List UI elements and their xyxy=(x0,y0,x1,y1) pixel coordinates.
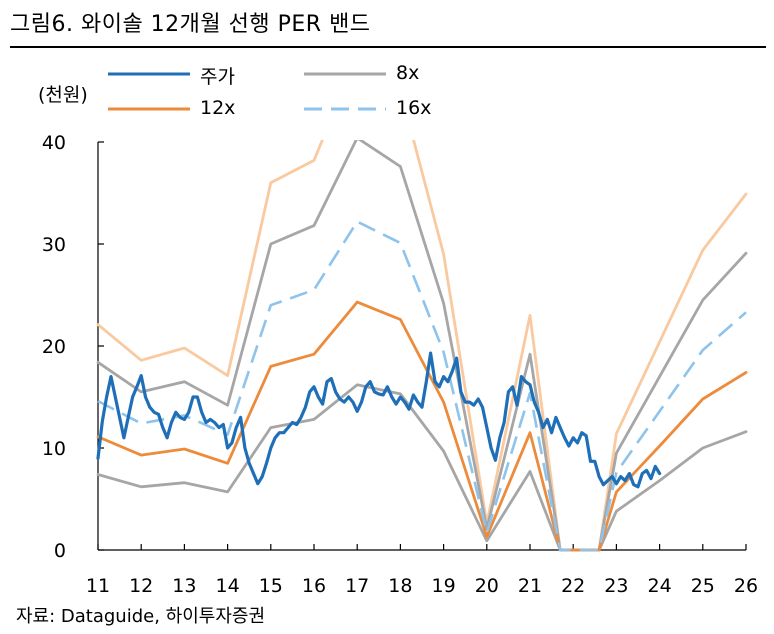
x-tick-label: 11 xyxy=(86,575,110,597)
legend-label-8x: 8x xyxy=(396,62,420,84)
y-tick-label: 30 xyxy=(42,234,66,256)
tick-labels: 0 10 20 30 40 11 12 13 14 15 16 17 18 19 20 21 22 23 24 25 2… xyxy=(42,132,758,597)
legend xyxy=(108,72,386,111)
series-line-8x-upper xyxy=(96,140,748,552)
x-tick-label: 13 xyxy=(172,575,196,597)
x-tick-label: 24 xyxy=(648,575,672,597)
x-tick-label: 17 xyxy=(345,575,369,597)
x-tick-label: 18 xyxy=(388,575,412,597)
legend-label-16x: 16x xyxy=(396,97,432,119)
series-line-upper-band xyxy=(96,140,748,552)
legend-label-12x: 12x xyxy=(200,97,236,119)
page-title: 그림6. 와이솔 12개월 선행 PER 밴드 xyxy=(10,12,371,37)
x-tick-label: 21 xyxy=(518,575,542,597)
x-tick-label: 16 xyxy=(302,575,326,597)
x-tick-label: 20 xyxy=(475,575,499,597)
x-tick-label: 25 xyxy=(691,575,715,597)
series-line-16x xyxy=(97,220,747,552)
x-tick-label: 22 xyxy=(561,575,585,597)
x-tick-label: 15 xyxy=(259,575,283,597)
y-axis-unit-label: (천원) xyxy=(38,84,88,106)
y-tick-label: 20 xyxy=(42,336,66,358)
legend-label-price: 주가 xyxy=(200,66,235,88)
chart-axes xyxy=(97,141,747,551)
x-tick-label: 12 xyxy=(129,575,153,597)
x-tick-label: 19 xyxy=(432,575,456,597)
series-line-price xyxy=(96,351,662,489)
y-tick-label: 40 xyxy=(42,132,66,154)
title-divider xyxy=(10,46,766,48)
x-tick-label: 23 xyxy=(604,575,628,597)
y-tick-label: 0 xyxy=(54,540,66,562)
series-line-12x xyxy=(96,300,748,552)
source-note: 자료: Dataguide, 하이투자증권 xyxy=(16,606,266,627)
y-tick-label: 10 xyxy=(42,438,66,460)
x-tick-label: 14 xyxy=(216,575,240,597)
series-layer xyxy=(96,140,748,552)
series-line-8x xyxy=(96,383,748,552)
x-tick-label: 26 xyxy=(734,575,758,597)
